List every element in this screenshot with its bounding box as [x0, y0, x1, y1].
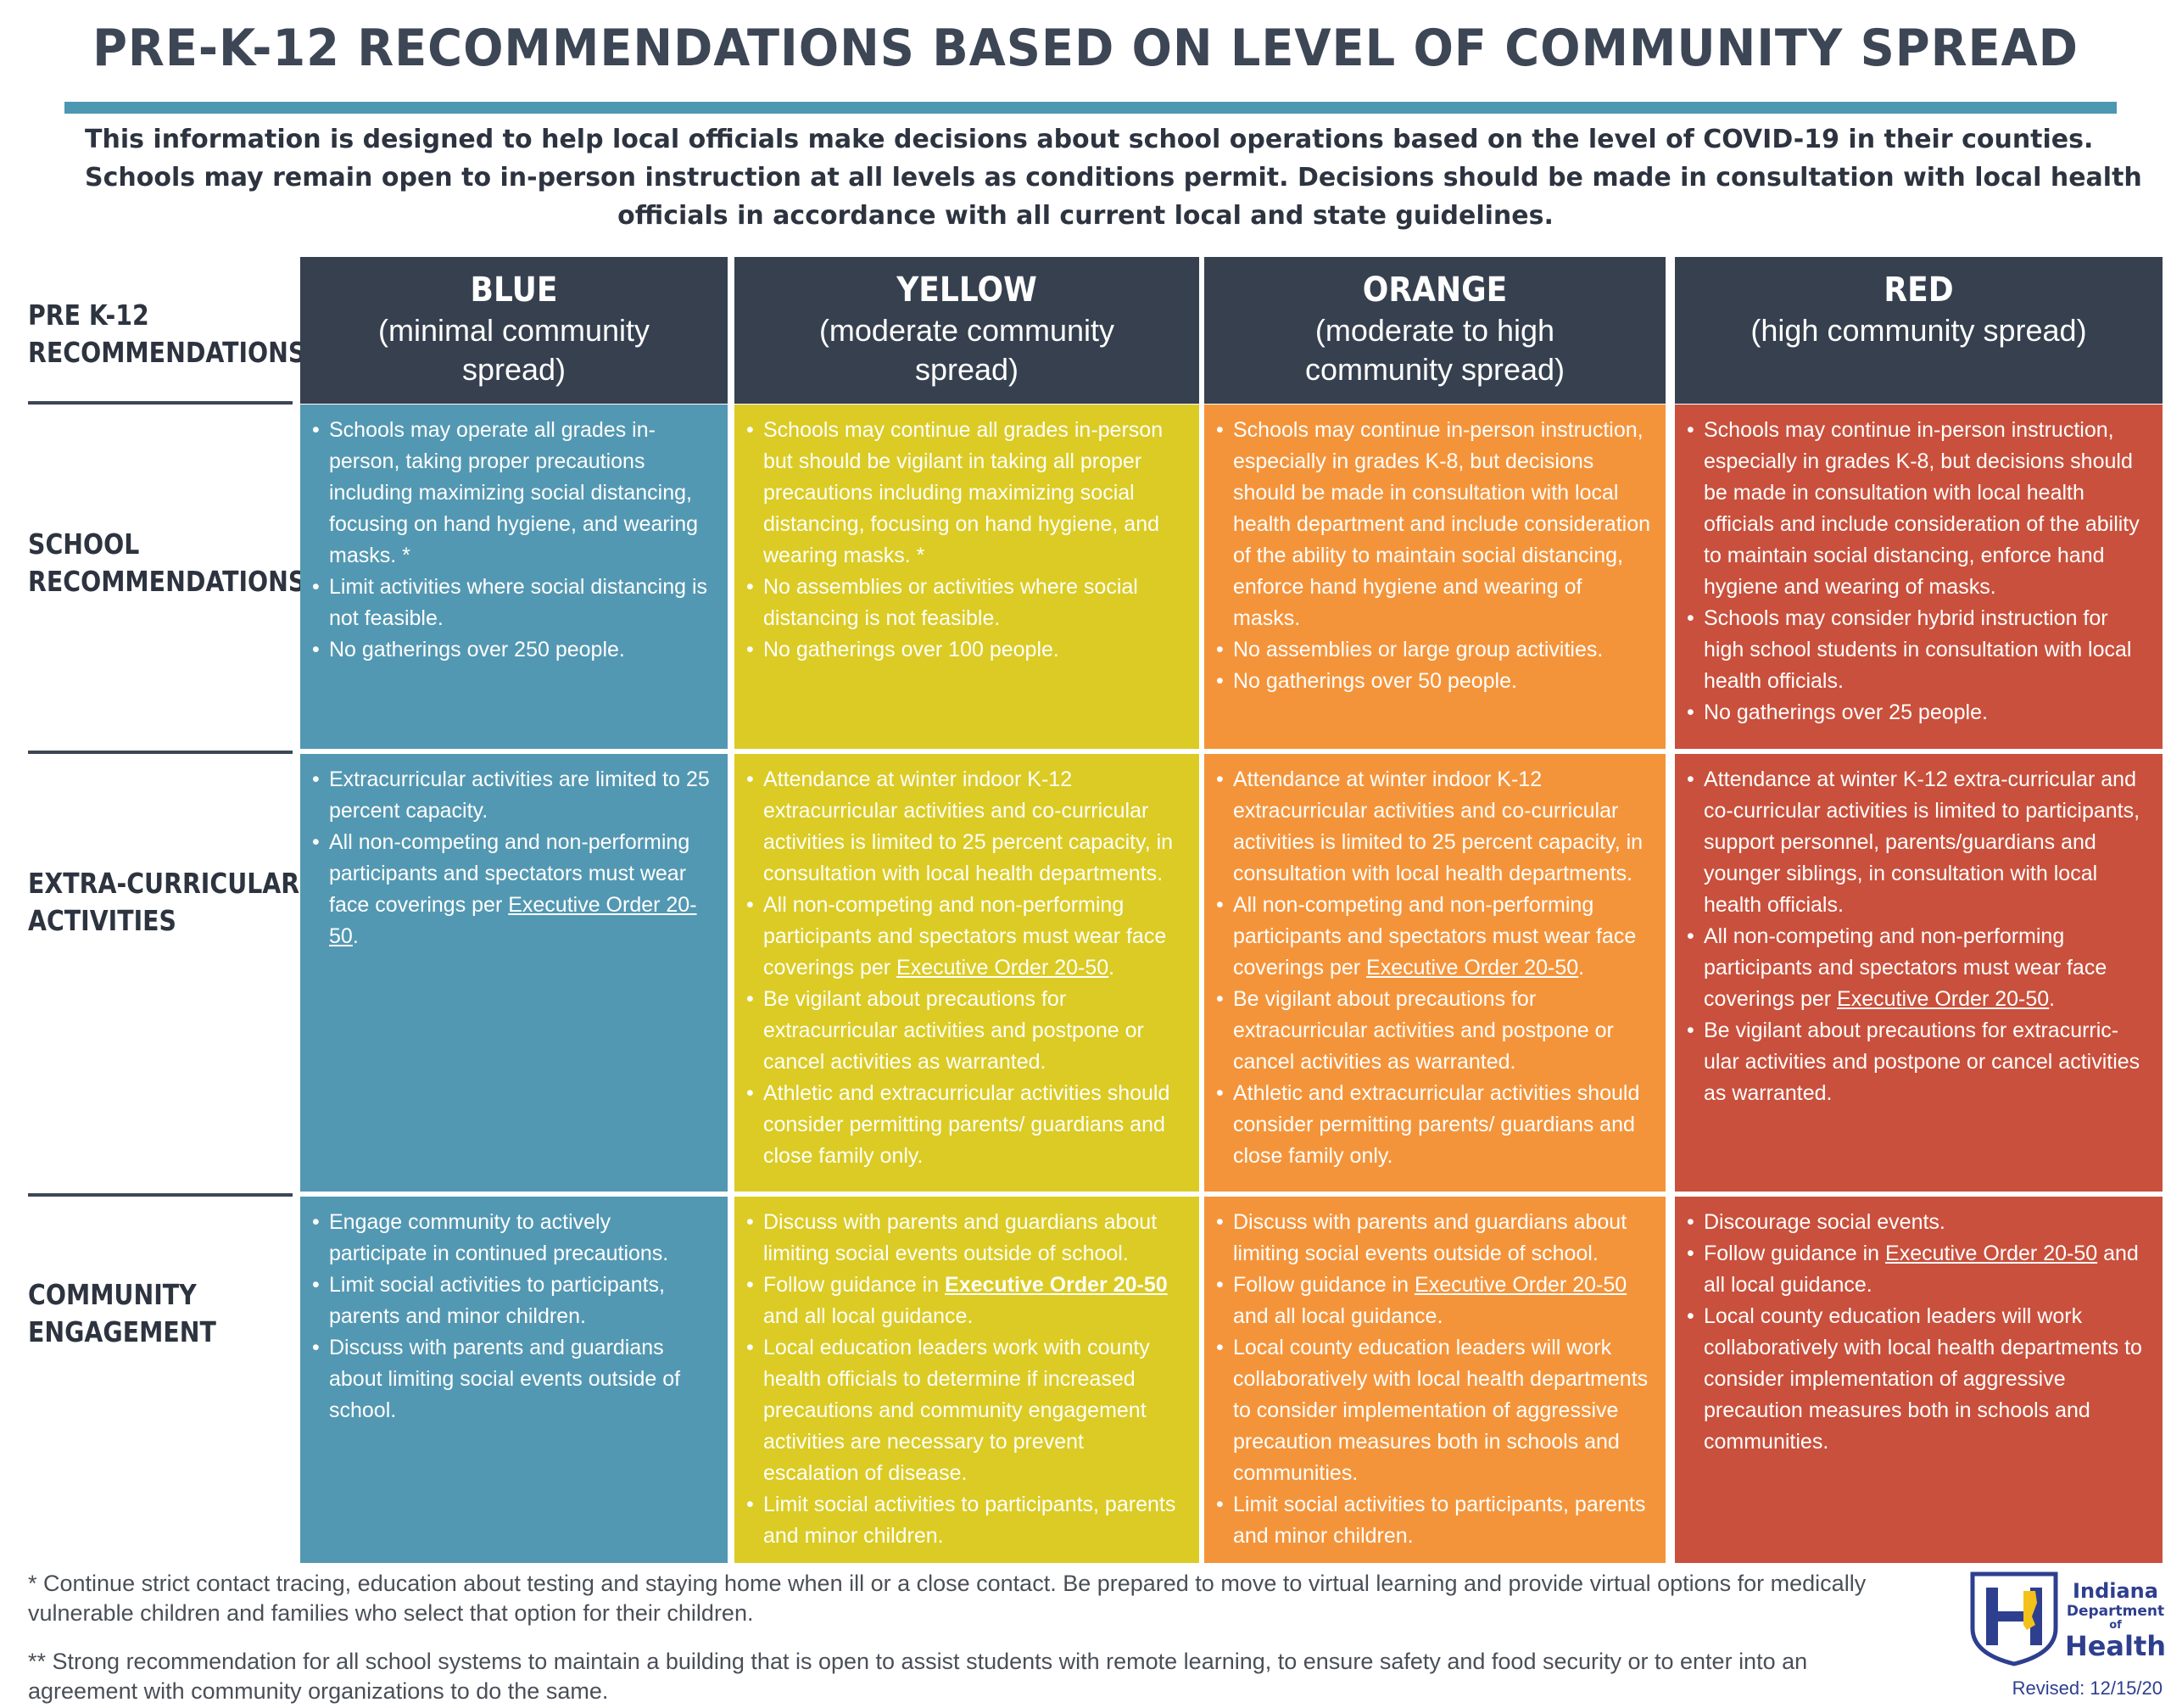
extracurricular-yellow: Attendance at winter indoor K-12 extracu… — [734, 754, 1199, 1192]
intro-text: This information is designed to help loc… — [85, 120, 2142, 235]
row-label-pre-k12: PRE K-12 RECOMMENDATIONS — [28, 299, 306, 369]
list-item: Limit social activities to participants,… — [312, 1270, 712, 1332]
list-item: Follow guidance in Executive Order 20-50… — [1687, 1238, 2147, 1301]
row-divider — [28, 751, 293, 754]
list-item: All non-competing and non-performing par… — [1216, 890, 1650, 984]
row-label-school: SCHOOL RECOMMENDATIONS — [28, 527, 306, 598]
list-item: Engage community to actively participate… — [312, 1207, 712, 1270]
list-item: No gatherings over 50 people. — [1216, 666, 1650, 697]
list-item: Attendance at winter indoor K-12 extracu… — [1216, 764, 1650, 890]
extracurricular-red: Attendance at winter K-12 extra-curricul… — [1675, 754, 2163, 1192]
footnote-contact-tracing: * Continue strict contact tracing, educa… — [28, 1571, 1867, 1626]
executive-order-link[interactable]: Executive Order 20-50 — [945, 1273, 1168, 1297]
column-header-orange: ORANGE (moderate to high community sprea… — [1204, 257, 1666, 404]
intro-line-3: officials in accordance with all current… — [617, 201, 1554, 231]
title-divider — [64, 102, 2117, 114]
executive-order-link[interactable]: Executive Order 20-50 — [1885, 1242, 2098, 1265]
list-item: Follow guidance in Executive Order 20-50… — [1216, 1270, 1650, 1332]
executive-order-link[interactable]: Executive Order 20-50 — [1415, 1273, 1627, 1297]
list-item: Discuss with parents and guardians about… — [312, 1332, 712, 1426]
list-item: All non-competing and non-performing par… — [312, 827, 712, 952]
row-divider — [28, 401, 293, 405]
list-item: Limit activities where social distancing… — [312, 572, 712, 634]
row-divider — [28, 1193, 293, 1197]
list-item: Local county education leaders will work… — [1687, 1301, 2147, 1458]
list-item: Schools may continue all grades in-perso… — [746, 415, 1184, 572]
list-item: All non-competing and non-performing par… — [746, 890, 1184, 984]
list-item: Local county education leaders will work… — [1216, 1332, 1650, 1489]
row-label-extracurricular: EXTRA-CURRICULAR ACTIVITIES — [28, 867, 300, 937]
list-item: Schools may continue in-person instructi… — [1216, 415, 1650, 634]
school-recommendations-yellow: Schools may continue all grades in-perso… — [734, 405, 1199, 749]
list-item: Follow guidance in Executive Order 20-50… — [746, 1270, 1184, 1332]
list-item: Discuss with parents and guardians about… — [1216, 1207, 1650, 1270]
indiana-state-h-icon — [1970, 1571, 2058, 1666]
row-label-community: COMMUNITY ENGAGEMENT — [28, 1278, 216, 1348]
revised-date: Revised: 12/15/20 — [2012, 1677, 2163, 1699]
list-item: No gatherings over 25 people. — [1687, 697, 2147, 728]
community-engagement-blue: Engage community to actively participate… — [300, 1197, 728, 1563]
list-item: All non-competing and non-performing par… — [1687, 921, 2147, 1015]
school-recommendations-red: Schools may continue in-person instructi… — [1675, 405, 2163, 749]
list-item: Limit social activities to participants,… — [1216, 1489, 1650, 1552]
list-item: Extracurricular activities are limited t… — [312, 764, 712, 827]
list-item: Attendance at winter indoor K-12 extracu… — [746, 764, 1184, 890]
community-engagement-red: Discourage social events. Follow guidanc… — [1675, 1197, 2163, 1563]
list-item: Be vigilant about precautions for extrac… — [1687, 1015, 2147, 1109]
list-item: No assemblies or activities where social… — [746, 572, 1184, 634]
school-recommendations-orange: Schools may continue in-person instructi… — [1204, 405, 1666, 749]
column-header-blue: BLUE (minimal community spread) — [300, 257, 728, 404]
list-item: Schools may operate all grades in-person… — [312, 415, 712, 572]
column-header-yellow: YELLOW (moderate community spread) — [734, 257, 1199, 404]
list-item: Be vigilant about precautions for extrac… — [1216, 984, 1650, 1078]
executive-order-link[interactable]: Executive Order 20-50 — [896, 956, 1109, 980]
school-recommendations-blue: Schools may operate all grades in-person… — [300, 405, 728, 749]
list-item: Athletic and extracurricular activities … — [746, 1078, 1184, 1172]
indiana-department-of-health-logo: Indiana Department of Health — [2064, 1579, 2167, 1662]
list-item: Schools may continue in-person instructi… — [1687, 415, 2147, 603]
intro-line-1: This information is designed to help loc… — [85, 125, 2094, 154]
executive-order-link[interactable]: Executive Order 20-50 — [1366, 956, 1579, 980]
list-item: Attendance at winter K-12 extra-curricul… — [1687, 764, 2147, 921]
list-item: Discuss with parents and guardians about… — [746, 1207, 1184, 1270]
list-item: No assemblies or large group activities. — [1216, 634, 1650, 666]
list-item: Limit social activities to participants,… — [746, 1489, 1184, 1552]
executive-order-link[interactable]: Executive Order 20-50 — [1837, 987, 2050, 1011]
list-item: Schools may consider hybrid instruction … — [1687, 603, 2147, 697]
intro-line-2: Schools may remain open to in-person ins… — [85, 163, 2142, 193]
community-engagement-yellow: Discuss with parents and guardians about… — [734, 1197, 1199, 1563]
executive-order-link[interactable]: Executive Order 20-50 — [329, 893, 697, 948]
extracurricular-orange: Attendance at winter indoor K-12 extracu… — [1204, 754, 1666, 1192]
extracurricular-blue: Extracurricular activities are limited t… — [300, 754, 728, 1192]
list-item: No gatherings over 250 people. — [312, 634, 712, 666]
list-item: Be vigilant about precautions for extrac… — [746, 984, 1184, 1078]
column-header-red: RED (high community spread) — [1675, 257, 2163, 404]
community-engagement-orange: Discuss with parents and guardians about… — [1204, 1197, 1666, 1563]
list-item: Discourage social events. — [1687, 1207, 2147, 1238]
footnote-remote-learning: ** Strong recommendation for all school … — [28, 1649, 1808, 1704]
list-item: No gatherings over 100 people. — [746, 634, 1184, 666]
page-title: PRE-K-12 RECOMMENDATIONS BASED ON LEVEL … — [92, 19, 2079, 78]
list-item: Athletic and extracurricular activities … — [1216, 1078, 1650, 1172]
list-item: Local education leaders work with county… — [746, 1332, 1184, 1489]
